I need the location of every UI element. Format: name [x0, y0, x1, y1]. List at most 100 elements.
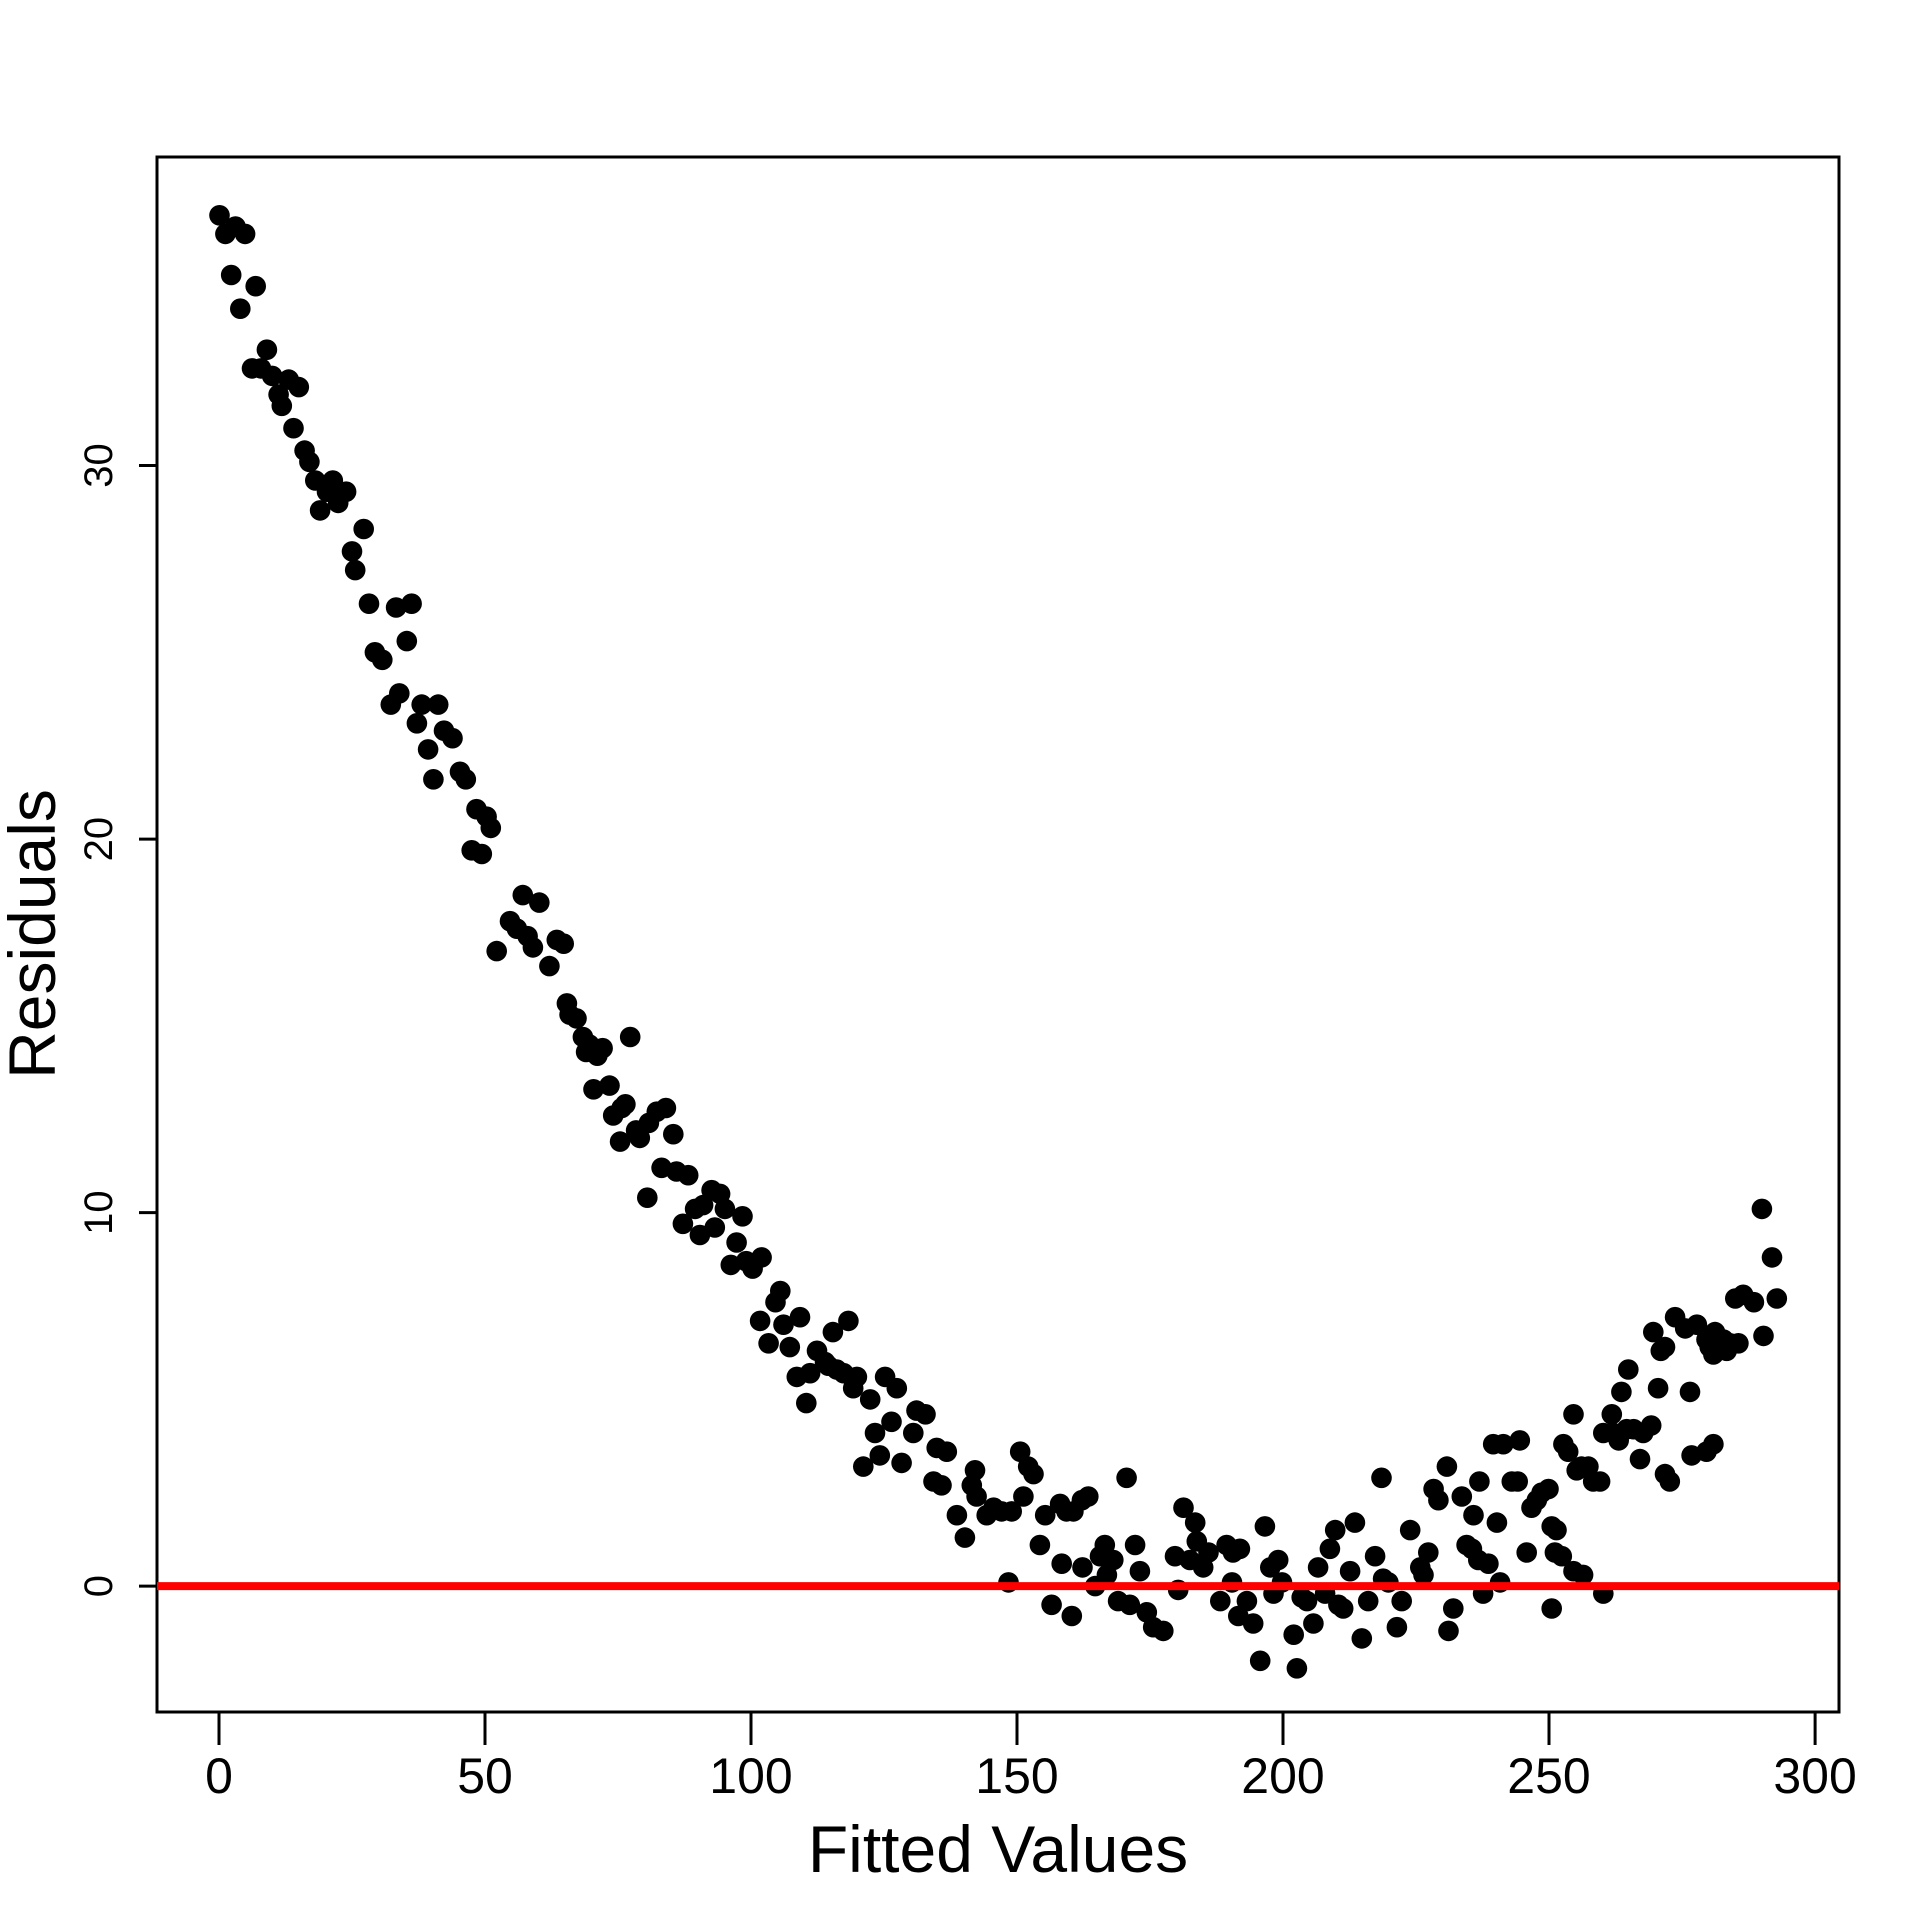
- data-point: [1013, 1486, 1034, 1507]
- data-point: [1332, 1598, 1354, 1619]
- data-point: [615, 1094, 636, 1115]
- data-point: [358, 593, 380, 614]
- data-point: [341, 541, 363, 562]
- data-point: [1153, 1620, 1174, 1642]
- data-point: [732, 1206, 753, 1227]
- data-point: [344, 559, 366, 581]
- data-point: [1371, 1467, 1392, 1489]
- data-point: [1116, 1467, 1137, 1489]
- data-point: [1249, 1650, 1271, 1672]
- data-point: [1463, 1504, 1484, 1526]
- data-point: [529, 892, 550, 913]
- y-axis-label: Residuals: [0, 789, 69, 1079]
- data-point: [629, 1127, 651, 1149]
- plot-area-border: [155, 155, 1841, 1714]
- data-point: [609, 1131, 631, 1152]
- data-point: [583, 1079, 604, 1100]
- data-point: [1344, 1512, 1366, 1533]
- data-point: [220, 264, 242, 286]
- data-point: [480, 817, 502, 839]
- data-point: [1679, 1381, 1701, 1403]
- data-point: [1469, 1471, 1490, 1492]
- data-point: [512, 884, 534, 906]
- data-point: [1659, 1471, 1681, 1492]
- data-point: [1438, 1620, 1459, 1642]
- data-point: [1629, 1448, 1651, 1470]
- data-point: [751, 1247, 772, 1268]
- data-point: [1124, 1534, 1146, 1556]
- data-point: [1486, 1512, 1508, 1533]
- data-point: [1399, 1519, 1421, 1541]
- data-point: [1103, 1549, 1124, 1571]
- x-tick-label: 0: [205, 1748, 233, 1804]
- y-tick-label: 30: [77, 443, 121, 488]
- data-point: [1478, 1553, 1499, 1574]
- data-point: [1242, 1613, 1264, 1634]
- data-point: [411, 694, 433, 715]
- data-point: [886, 1377, 908, 1399]
- data-point: [637, 1187, 658, 1208]
- data-point: [1538, 1478, 1559, 1500]
- data-point: [1319, 1538, 1341, 1560]
- data-point: [1451, 1486, 1473, 1507]
- data-point: [936, 1441, 958, 1462]
- data-point: [256, 339, 278, 361]
- y-tick-label: 20: [77, 817, 121, 862]
- data-point: [1507, 1471, 1528, 1492]
- data-point: [1229, 1538, 1251, 1560]
- y-tick-label: 0: [77, 1575, 121, 1597]
- data-point: [1001, 1501, 1022, 1522]
- x-tick-label: 250: [1507, 1748, 1590, 1804]
- data-point: [853, 1456, 874, 1477]
- y-axis-ticks: [139, 464, 157, 1588]
- data-point: [773, 1314, 794, 1335]
- data-point: [1611, 1381, 1632, 1403]
- data-point: [869, 1445, 891, 1466]
- data-point: [1728, 1333, 1749, 1354]
- data-point: [1601, 1404, 1623, 1425]
- data-point: [677, 1164, 699, 1186]
- data-point: [1743, 1291, 1765, 1313]
- data-point: [455, 769, 477, 790]
- data-point: [720, 1254, 742, 1276]
- y-axis-tick-labels: 0 10 20 30: [77, 443, 121, 1597]
- data-point: [1647, 1377, 1669, 1399]
- data-point: [335, 481, 357, 503]
- data-point: [891, 1452, 912, 1474]
- data-point: [234, 223, 256, 245]
- data-point: [714, 1198, 736, 1220]
- data-points: [209, 205, 1788, 1679]
- data-point: [864, 1422, 886, 1444]
- data-point: [401, 593, 422, 614]
- data-point: [1516, 1542, 1537, 1563]
- data-point: [1386, 1616, 1408, 1638]
- data-point: [271, 395, 293, 417]
- data-point: [1041, 1594, 1062, 1616]
- data-point: [1391, 1590, 1412, 1612]
- data-point: [283, 417, 304, 439]
- data-point: [1357, 1590, 1379, 1612]
- data-point: [1034, 1504, 1056, 1526]
- data-point: [1184, 1512, 1206, 1533]
- data-point: [1286, 1658, 1308, 1679]
- data-point: [471, 843, 493, 865]
- data-point: [1173, 1497, 1194, 1518]
- data-point: [1051, 1553, 1072, 1574]
- data-point: [1753, 1325, 1774, 1347]
- data-point: [1546, 1519, 1567, 1541]
- data-point: [749, 1310, 771, 1332]
- data-point: [1210, 1590, 1231, 1612]
- data-point: [1303, 1613, 1324, 1634]
- data-point: [663, 1123, 684, 1145]
- data-point: [1589, 1471, 1611, 1492]
- data-point: [1283, 1624, 1304, 1645]
- data-point: [692, 1194, 714, 1216]
- data-point: [758, 1333, 779, 1354]
- data-point: [1686, 1314, 1708, 1335]
- data-point: [915, 1404, 936, 1425]
- data-point: [1643, 1321, 1664, 1343]
- x-axis-tick-labels: 0 50 100 150 200 250 300: [205, 1748, 1857, 1804]
- data-point: [553, 933, 574, 954]
- data-point: [1541, 1598, 1562, 1619]
